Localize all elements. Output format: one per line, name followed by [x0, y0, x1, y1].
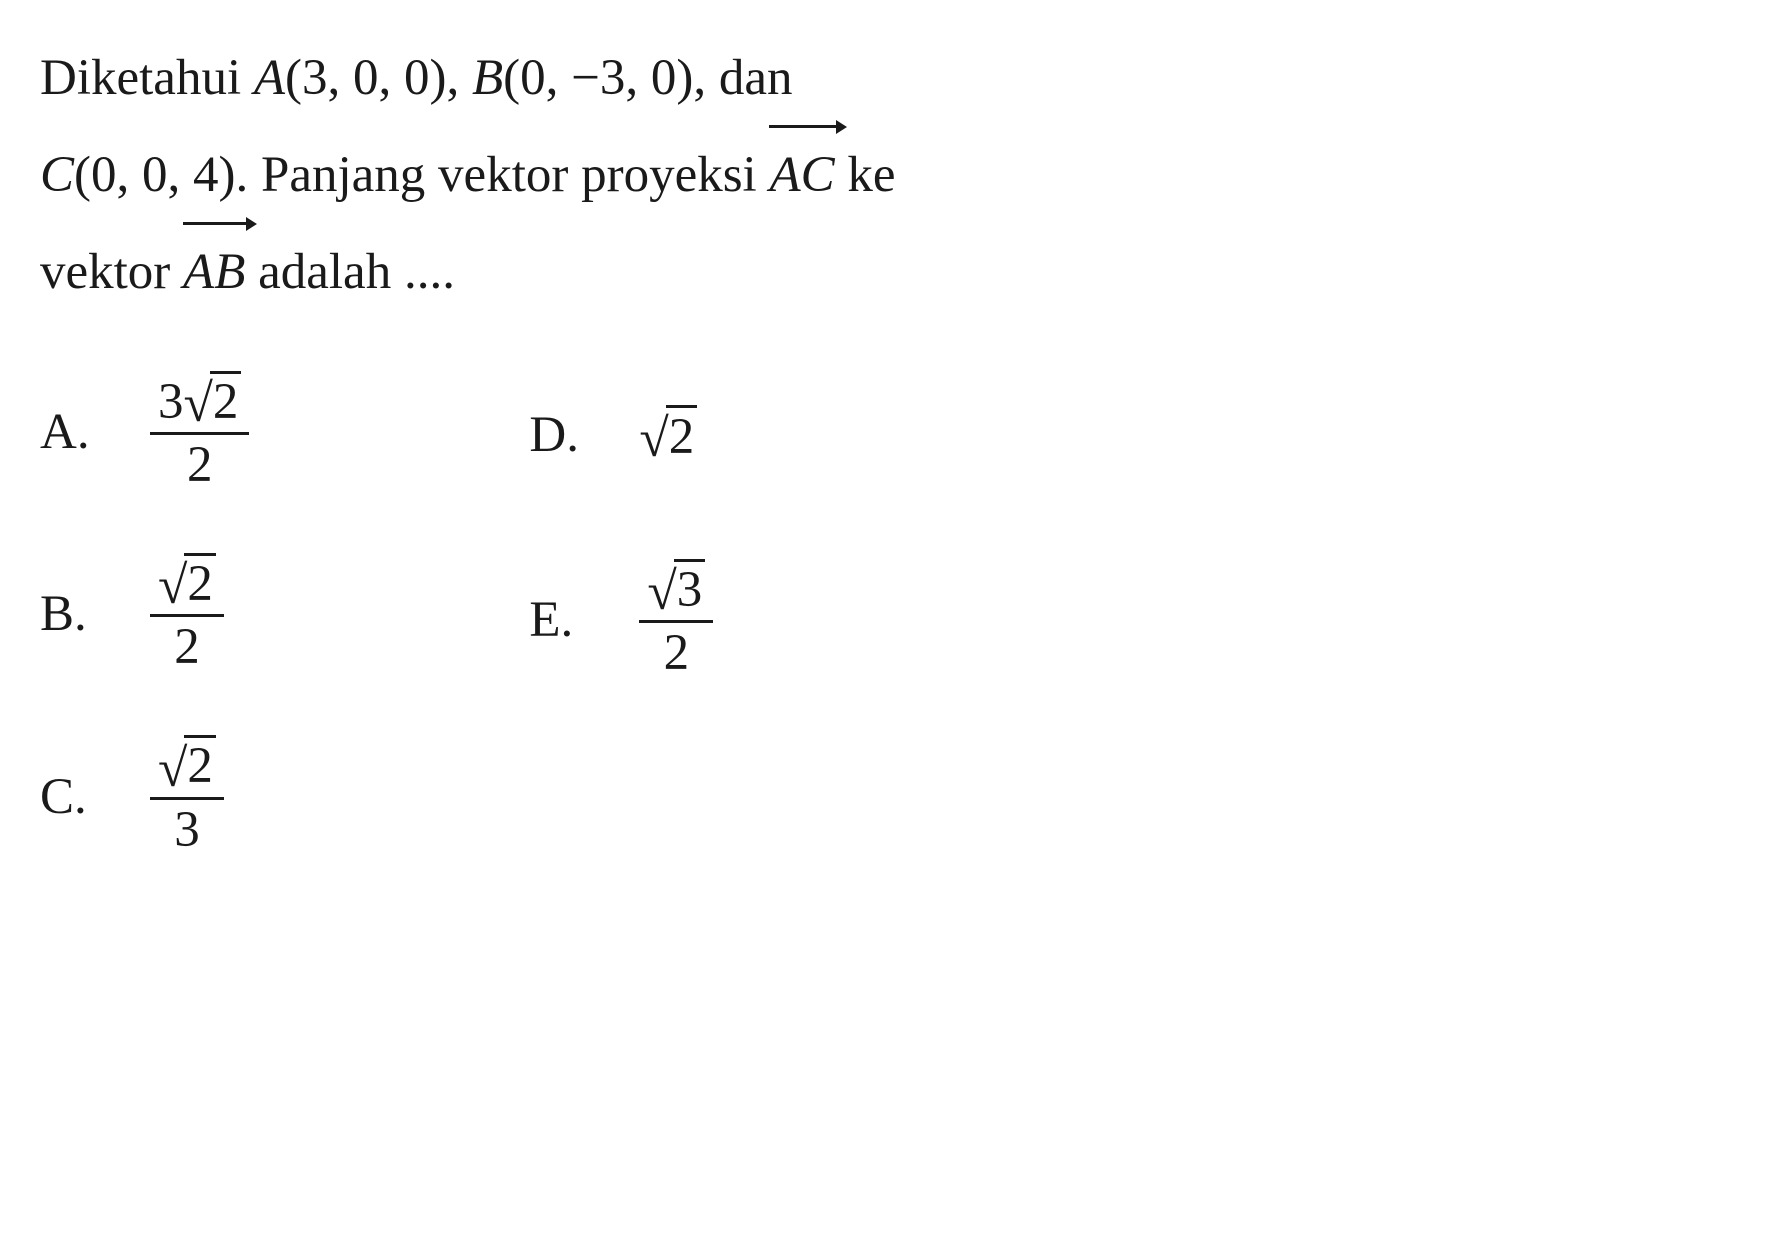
point-c-coords: (0, 0, 4). Panjang vektor proyeksi — [74, 147, 769, 203]
option-c-label: C. — [40, 768, 90, 826]
sqrt-icon: √ — [639, 407, 668, 469]
option-a-value: 3√2 2 — [150, 371, 249, 493]
option-e-sqrt: √3 — [647, 559, 705, 618]
point-a-label: A — [254, 50, 285, 106]
options-container: A. 3√2 2 B. √2 2 C. √2 — [40, 371, 1743, 858]
option-a-coef: 3 — [158, 374, 184, 430]
vector-ab: AB — [183, 224, 245, 321]
option-e-value: √3 2 — [639, 559, 713, 681]
option-e-denominator: 2 — [656, 623, 698, 681]
text-adalah: adalah .... — [258, 244, 455, 300]
point-b-label: B — [472, 50, 503, 106]
option-c-sqrt: √2 — [158, 735, 216, 794]
option-a-denominator: 2 — [179, 435, 221, 493]
option-a-radicand: 2 — [210, 371, 242, 430]
option-e-radicand: 3 — [674, 559, 706, 618]
text-ke: ke — [847, 147, 895, 203]
option-b-label: B. — [40, 585, 90, 643]
option-d-value: √2 — [639, 404, 697, 466]
question-text: Diketahui A(3, 0, 0), B(0, −3, 0), dan C… — [40, 30, 1743, 321]
question-line-2: C(0, 0, 4). Panjang vektor proyeksi AC k… — [40, 127, 1743, 224]
question-line-1: Diketahui A(3, 0, 0), B(0, −3, 0), dan — [40, 30, 1743, 127]
sqrt-icon: √ — [647, 562, 676, 621]
sqrt-icon: √ — [158, 556, 187, 615]
option-c-value: √2 3 — [150, 735, 224, 857]
option-c-radicand: 2 — [184, 735, 216, 794]
point-b-coords: (0, −3, 0), dan — [503, 50, 792, 106]
question-line-3: vektor AB adalah .... — [40, 224, 1743, 321]
option-b-value: √2 2 — [150, 553, 224, 675]
option-a: A. 3√2 2 — [40, 371, 249, 493]
sqrt-icon: √ — [184, 374, 213, 433]
text-vektor: vektor — [40, 244, 183, 300]
option-c: C. √2 3 — [40, 735, 249, 857]
point-a-coords: (3, 0, 0), — [285, 50, 472, 106]
option-d-sqrt: √2 — [639, 404, 697, 466]
option-a-label: A. — [40, 403, 90, 461]
option-c-numerator: √2 — [150, 735, 224, 799]
option-b: B. √2 2 — [40, 553, 249, 675]
vector-ac: AC — [769, 127, 834, 224]
option-c-denominator: 3 — [166, 800, 208, 858]
option-a-sqrt: √2 — [184, 371, 242, 430]
option-d: D. √2 — [529, 371, 713, 499]
options-left-column: A. 3√2 2 B. √2 2 C. √2 — [40, 371, 249, 858]
point-c-label: C — [40, 147, 74, 203]
option-e-numerator: √3 — [639, 559, 713, 623]
sqrt-icon: √ — [158, 739, 187, 798]
text-diketahui: Diketahui — [40, 50, 254, 106]
option-d-label: D. — [529, 406, 579, 464]
options-right-column: D. √2 E. √3 2 — [529, 371, 713, 858]
option-b-denominator: 2 — [166, 617, 208, 675]
option-a-numerator: 3√2 — [150, 371, 249, 435]
option-e: E. √3 2 — [529, 559, 713, 681]
option-e-label: E. — [529, 591, 579, 649]
option-b-numerator: √2 — [150, 553, 224, 617]
option-d-radicand: 2 — [666, 405, 698, 466]
option-b-radicand: 2 — [184, 553, 216, 612]
option-b-sqrt: √2 — [158, 553, 216, 612]
